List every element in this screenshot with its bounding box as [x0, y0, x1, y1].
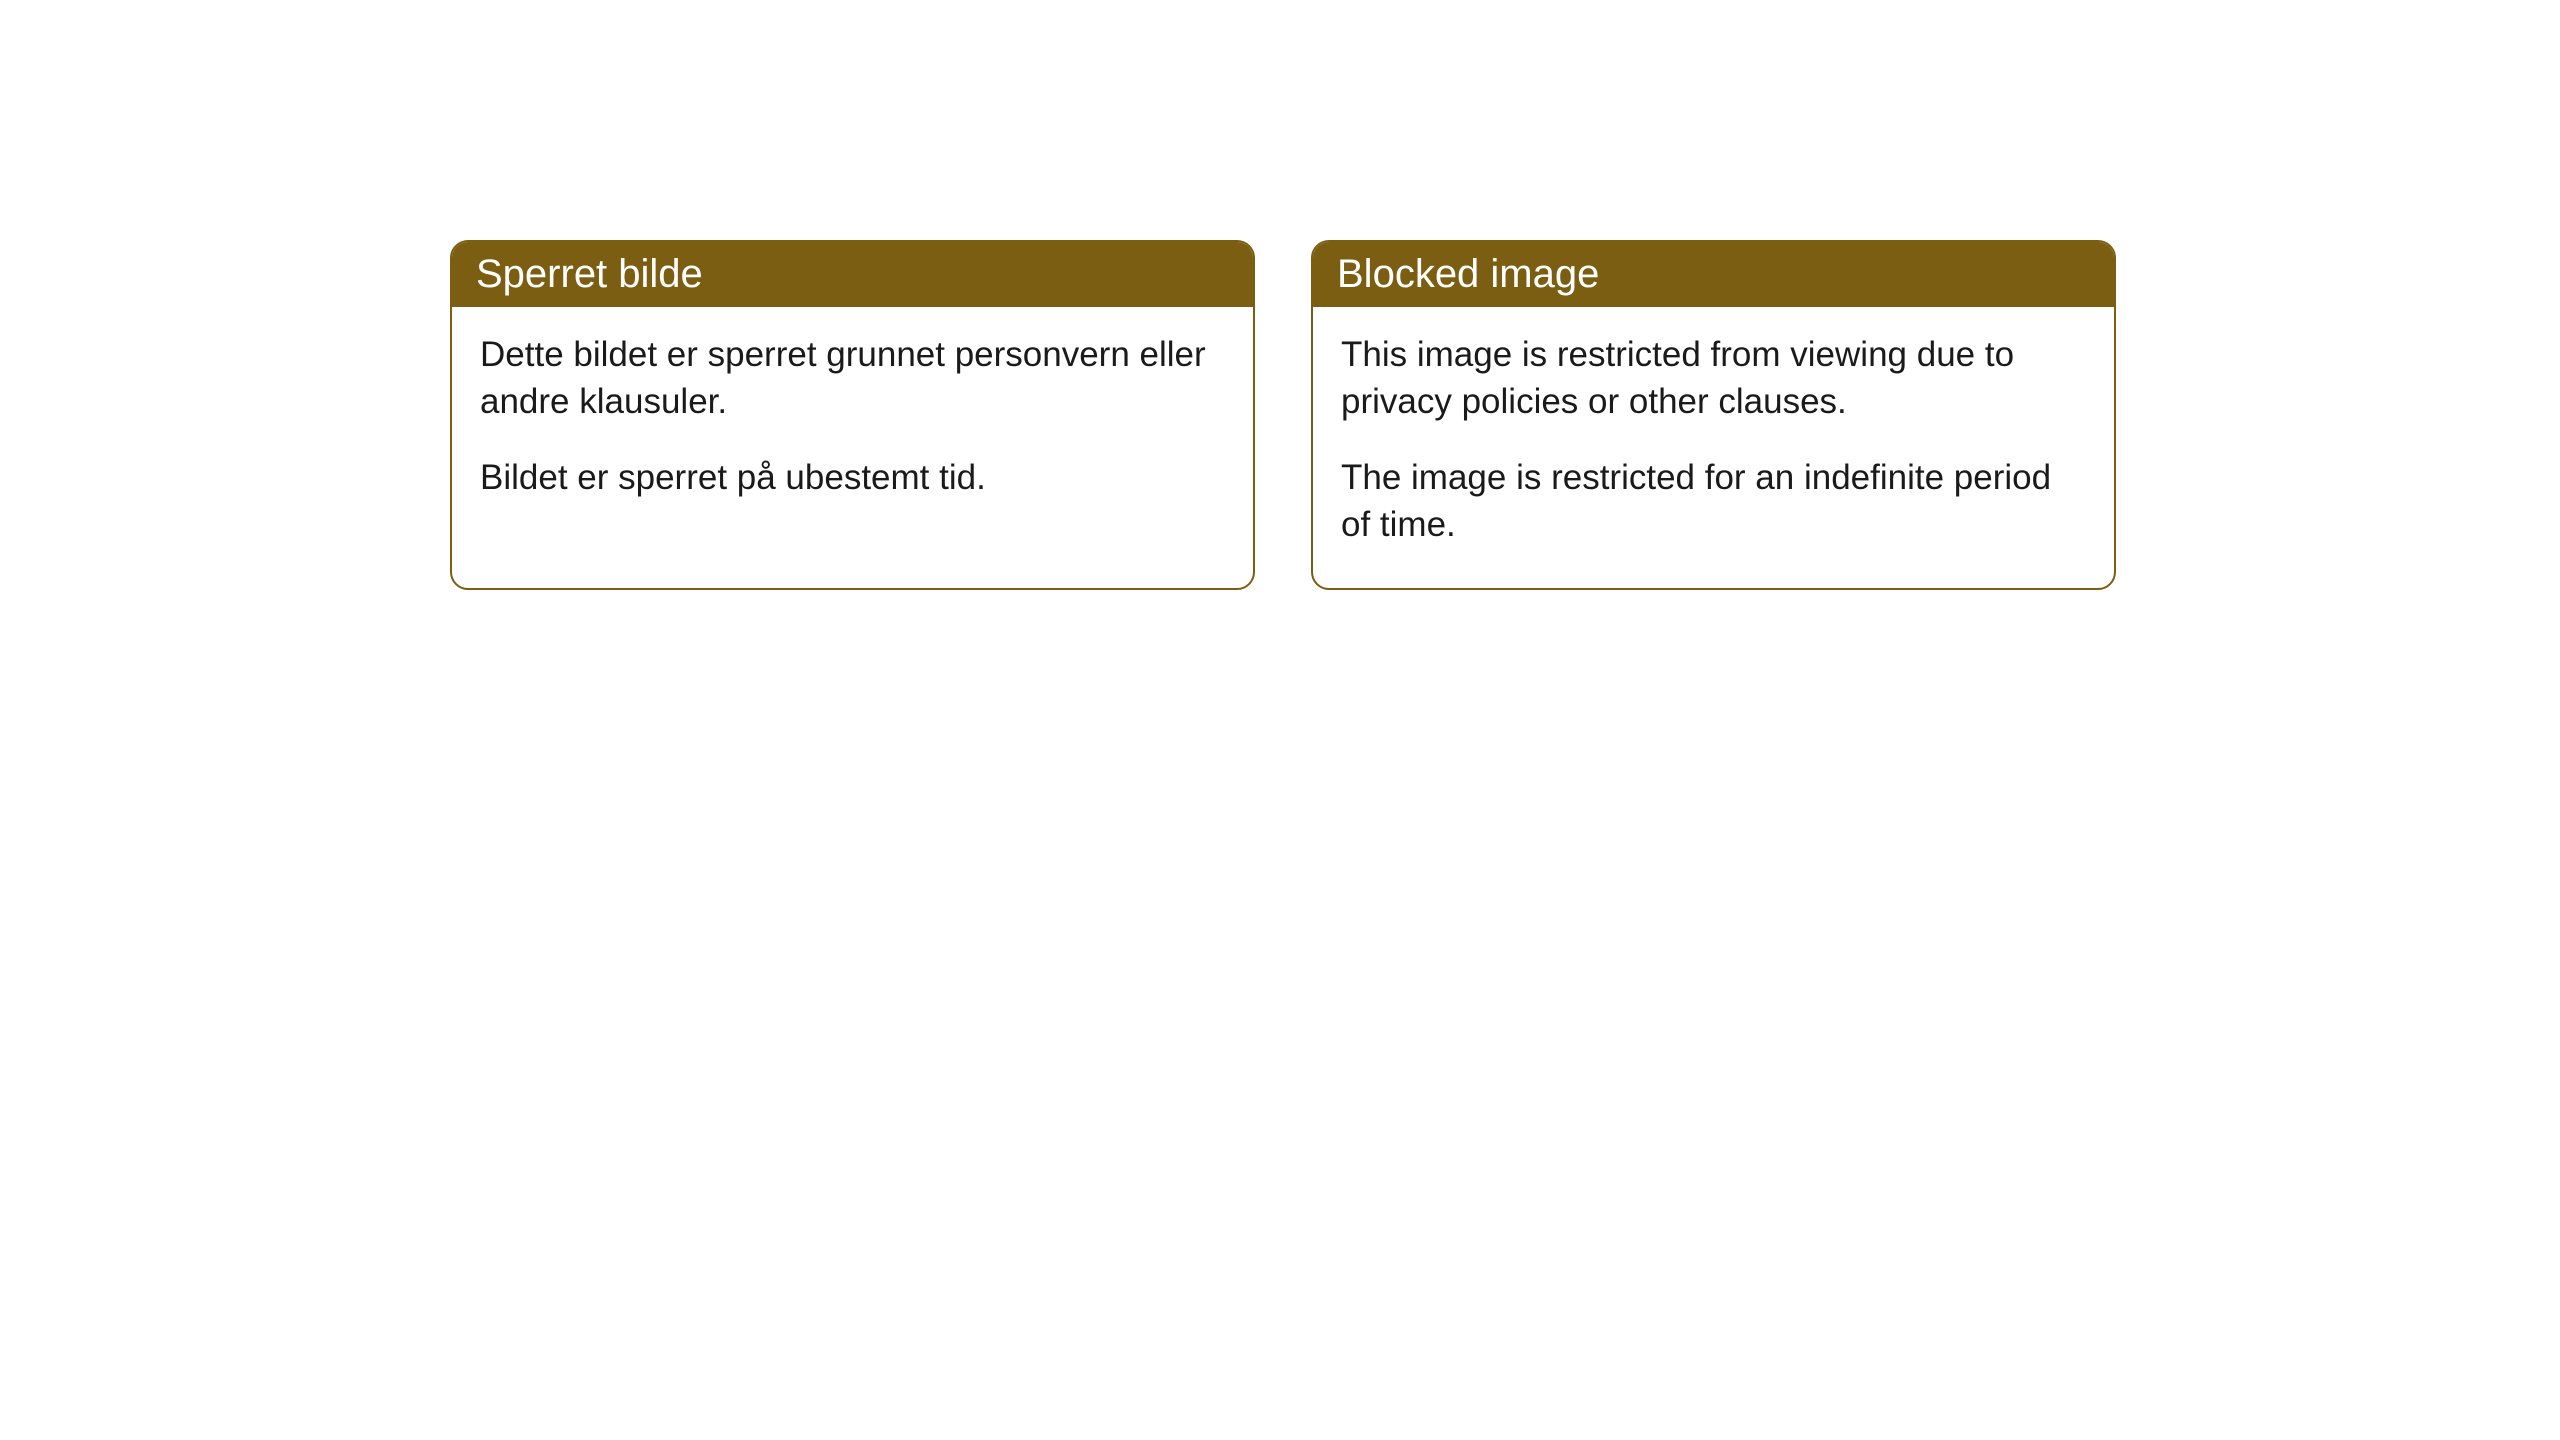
- card-title: Sperret bilde: [476, 252, 703, 296]
- card-title: Blocked image: [1337, 252, 1599, 296]
- card-header-norwegian: Sperret bilde: [452, 242, 1253, 307]
- card-body-norwegian: Dette bildet er sperret grunnet personve…: [452, 307, 1253, 541]
- notice-card-norwegian: Sperret bilde Dette bildet er sperret gr…: [450, 240, 1255, 590]
- card-paragraph-1: Dette bildet er sperret grunnet personve…: [480, 331, 1225, 426]
- card-paragraph-2: The image is restricted for an indefinit…: [1341, 454, 2086, 549]
- card-paragraph-2: Bildet er sperret på ubestemt tid.: [480, 454, 1225, 501]
- card-header-english: Blocked image: [1313, 242, 2114, 307]
- notice-cards-container: Sperret bilde Dette bildet er sperret gr…: [450, 240, 2116, 590]
- notice-card-english: Blocked image This image is restricted f…: [1311, 240, 2116, 590]
- card-body-english: This image is restricted from viewing du…: [1313, 307, 2114, 588]
- card-paragraph-1: This image is restricted from viewing du…: [1341, 331, 2086, 426]
